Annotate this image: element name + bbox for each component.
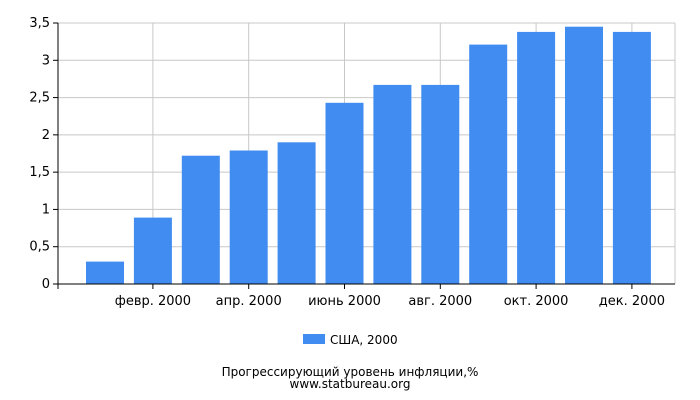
bar — [277, 142, 316, 284]
bar — [612, 31, 651, 285]
x-tick-label: апр. 2000 — [216, 294, 282, 309]
y-tick-label: 1,5 — [29, 165, 50, 180]
x-tick-labels: февр. 2000 апр. 2000 июнь 2000 авг. 2000 окт… — [115, 294, 665, 309]
x-tick-label: июнь 2000 — [308, 294, 381, 309]
x-tick-label: дек. 2000 — [599, 294, 665, 309]
x-tick-label: февр. 2000 — [115, 294, 191, 309]
y-tick-label: 3 — [42, 53, 50, 68]
chart-subtitle: www.statbureau.org — [290, 377, 411, 391]
bar — [86, 261, 124, 284]
y-tick-label: 2,5 — [29, 91, 50, 106]
bar — [181, 155, 220, 284]
chart-title: Прогрессирующий уровень инфляции,% — [222, 365, 479, 379]
y-tick-label: 0 — [42, 277, 50, 292]
y-tick-label: 1 — [42, 202, 50, 217]
y-tick-label: 2 — [42, 128, 50, 143]
bars — [86, 26, 651, 285]
x-tick-label: окт. 2000 — [504, 294, 569, 309]
legend: США, 2000 — [303, 333, 398, 347]
bar — [517, 31, 556, 285]
bar — [469, 44, 508, 284]
bar — [373, 84, 412, 285]
bar — [565, 26, 603, 284]
bar — [325, 102, 364, 284]
x-tick-label: авг. 2000 — [408, 294, 472, 309]
axes — [53, 22, 675, 289]
bar — [421, 84, 460, 285]
y-tick-label: 0,5 — [29, 240, 50, 255]
bar — [229, 150, 268, 284]
legend-swatch — [303, 334, 325, 344]
y-tick-label: 3,5 — [29, 16, 50, 31]
bar — [133, 217, 172, 284]
legend-label: США, 2000 — [330, 333, 398, 347]
y-tick-labels: 0 0,5 1 1,5 2 2,5 3 3,5 — [29, 16, 50, 292]
